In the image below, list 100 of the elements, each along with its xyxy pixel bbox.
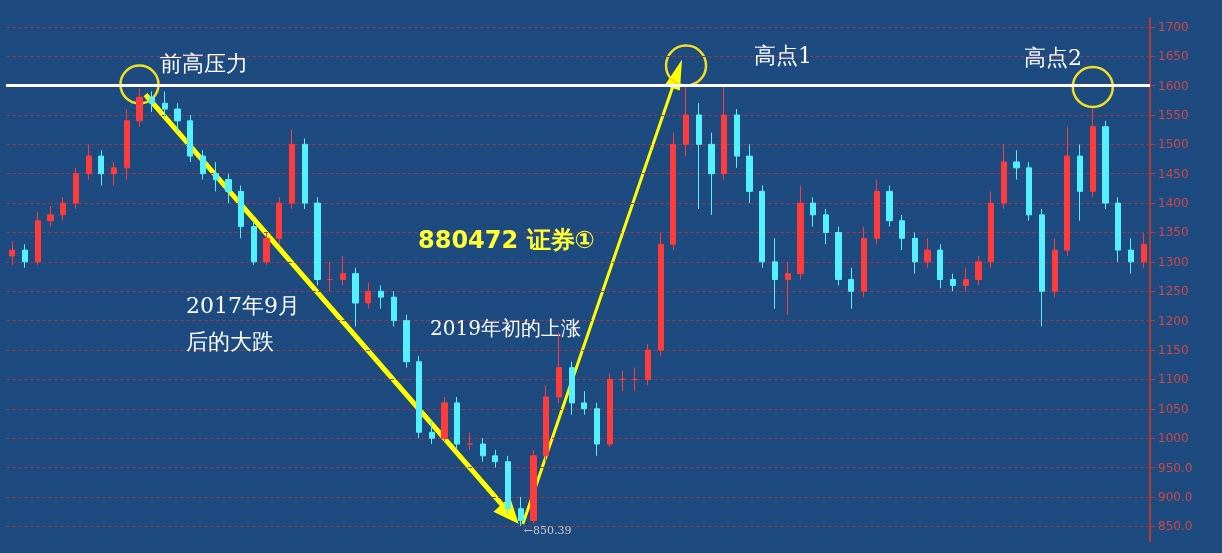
annotation: 高点1 bbox=[754, 42, 812, 68]
candlestick bbox=[1039, 208, 1045, 328]
candlestick bbox=[632, 367, 638, 392]
candlestick bbox=[518, 496, 524, 527]
candlestick bbox=[950, 273, 956, 292]
candlestick bbox=[975, 255, 982, 286]
candlestick bbox=[530, 449, 537, 524]
candlestick bbox=[848, 267, 854, 310]
y-tick-label: 1400 bbox=[1158, 196, 1189, 211]
y-tick-label: 1050 bbox=[1158, 401, 1189, 416]
candlestick bbox=[340, 255, 346, 286]
candlestick bbox=[670, 132, 676, 251]
candlestick bbox=[1026, 161, 1032, 222]
candlestick bbox=[861, 226, 867, 298]
candlestick bbox=[874, 179, 880, 245]
candlestick bbox=[365, 281, 371, 310]
candlestick bbox=[9, 240, 15, 266]
candlestick bbox=[734, 108, 740, 169]
annotation: 后的大跌 bbox=[186, 328, 274, 354]
candlestick bbox=[480, 437, 486, 463]
y-tick-label: 850.0 bbox=[1158, 519, 1193, 534]
y-tick-label: 1100 bbox=[1158, 372, 1189, 387]
candlestick bbox=[276, 196, 282, 245]
candlestick bbox=[429, 420, 435, 445]
candlestick bbox=[569, 361, 575, 416]
candlestick bbox=[378, 284, 384, 310]
candlestick bbox=[823, 208, 829, 245]
candlestick bbox=[810, 196, 816, 228]
y-tick-label: 1300 bbox=[1158, 254, 1189, 269]
candlestick bbox=[314, 196, 321, 286]
candlestick bbox=[416, 355, 422, 439]
candlestick bbox=[403, 314, 410, 369]
candlestick bbox=[505, 455, 511, 516]
candlestick bbox=[454, 396, 460, 451]
y-tick-label: 1700 bbox=[1158, 19, 1189, 34]
candlestick bbox=[492, 449, 498, 469]
candlestick bbox=[467, 431, 473, 451]
candlestick bbox=[746, 143, 753, 204]
candlestick bbox=[327, 261, 333, 292]
candlestick bbox=[658, 231, 664, 357]
candlestick bbox=[886, 184, 893, 228]
annotation: 880472 证券① bbox=[418, 226, 595, 254]
y-tick-label: 1150 bbox=[1158, 343, 1189, 358]
candlestick bbox=[162, 90, 168, 119]
y-tick-label: 1200 bbox=[1158, 313, 1189, 328]
candlestick bbox=[47, 205, 54, 228]
candlestick bbox=[963, 267, 969, 292]
candlestick bbox=[683, 85, 689, 157]
candlestick bbox=[1115, 196, 1121, 263]
candlestick bbox=[619, 370, 626, 392]
candlestick bbox=[111, 161, 117, 186]
candlestick bbox=[1077, 143, 1083, 222]
candlestick bbox=[289, 129, 295, 210]
candlestick bbox=[899, 214, 905, 251]
candlestick bbox=[22, 243, 28, 269]
candlestick bbox=[149, 90, 155, 113]
candlestick bbox=[391, 290, 397, 328]
y-tick-label: 1350 bbox=[1158, 225, 1189, 240]
y-tick-label: 1600 bbox=[1158, 78, 1189, 93]
candlestick bbox=[225, 173, 232, 204]
candlestick bbox=[73, 167, 79, 210]
annotation: 2017年9月 bbox=[186, 292, 300, 318]
candlestick bbox=[772, 237, 778, 310]
y-tick-label: 1650 bbox=[1158, 49, 1189, 64]
candlestick bbox=[581, 390, 587, 416]
candlestick bbox=[35, 211, 41, 266]
candlestick bbox=[1013, 149, 1020, 181]
candlestick bbox=[1141, 231, 1147, 269]
candlestick bbox=[708, 132, 715, 216]
candlestick bbox=[924, 237, 931, 269]
candlestick bbox=[213, 161, 219, 192]
y-tick-label: 950.0 bbox=[1158, 460, 1193, 475]
candlestick bbox=[645, 343, 651, 386]
candlestick bbox=[251, 220, 257, 266]
candlestick bbox=[352, 267, 359, 328]
annotation: ←850.39 bbox=[523, 524, 572, 538]
candlestick bbox=[797, 184, 804, 280]
candlestick bbox=[785, 261, 791, 316]
y-tick-label: 1250 bbox=[1158, 284, 1189, 299]
y-tick-label: 1450 bbox=[1158, 166, 1189, 181]
candlestick bbox=[86, 143, 92, 181]
candlestick bbox=[1001, 143, 1007, 210]
candlestick bbox=[988, 190, 994, 269]
candlestick bbox=[200, 149, 206, 181]
candlestick bbox=[441, 396, 448, 442]
annotation: 前高压力 bbox=[160, 50, 248, 76]
y-tick-label: 1550 bbox=[1158, 107, 1189, 122]
y-tick-label: 900.0 bbox=[1158, 489, 1193, 504]
candlestick bbox=[937, 243, 943, 289]
candlestick bbox=[759, 184, 765, 269]
candlestick bbox=[696, 102, 702, 210]
candlestick bbox=[174, 102, 181, 134]
annotation: 高点2 bbox=[1024, 44, 1082, 70]
candlestick bbox=[1052, 237, 1058, 298]
candlestick bbox=[607, 373, 613, 448]
annotation: 2019年初的上涨 bbox=[430, 316, 581, 340]
candlestick bbox=[187, 114, 193, 163]
y-tick-label: 1500 bbox=[1158, 137, 1189, 152]
candlestick bbox=[835, 226, 842, 286]
candlestick bbox=[1102, 120, 1109, 210]
